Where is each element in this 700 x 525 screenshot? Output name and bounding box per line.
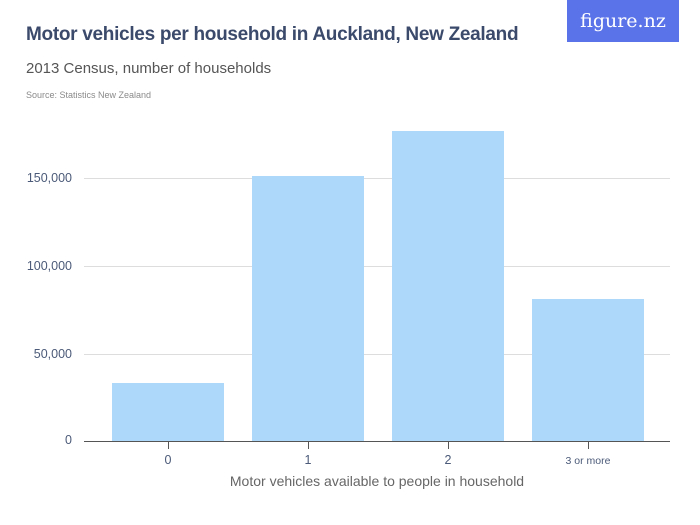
bar-2: [392, 131, 504, 442]
x-tick: [308, 442, 309, 449]
y-tick-label: 100,000: [26, 259, 72, 273]
bar-3-or-more: [532, 299, 644, 442]
chart-subtitle: 2013 Census, number of households: [26, 60, 272, 77]
x-tick: [168, 442, 169, 449]
y-tick-label: 50,000: [33, 347, 72, 361]
figure-nz-logo[interactable]: figure.nz: [567, 0, 679, 42]
x-axis-line: [84, 441, 670, 442]
y-tick-label: 0: [65, 433, 72, 447]
chart-title: Motor vehicles per household in Auckland…: [26, 24, 519, 45]
gridline-50000: [84, 354, 670, 355]
x-tick-label: 0: [164, 453, 172, 467]
x-tick: [448, 442, 449, 449]
bar-0: [112, 383, 224, 442]
y-tick-label: 150,000: [26, 171, 72, 185]
x-tick-label: 1: [304, 453, 312, 467]
bar-1: [252, 176, 364, 442]
x-tick: [588, 442, 589, 449]
x-tick-label: 2: [444, 453, 452, 467]
x-tick-label: 3 or more: [565, 455, 611, 467]
gridline-100000: [84, 266, 670, 267]
gridline-150000: [84, 178, 670, 179]
x-axis-title: Motor vehicles available to people in ho…: [229, 473, 525, 489]
chart-source: Source: Statistics New Zealand: [26, 90, 152, 100]
